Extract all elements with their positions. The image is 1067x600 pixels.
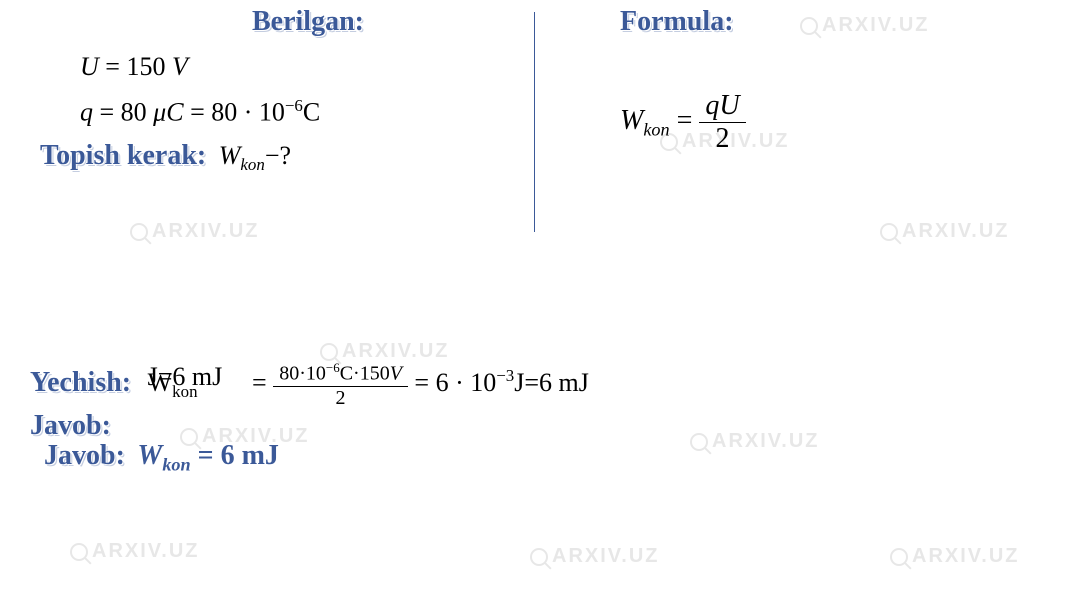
search-icon bbox=[320, 343, 338, 361]
search-icon bbox=[690, 433, 708, 451]
num-part1: 80·10 bbox=[279, 363, 326, 385]
watermark-text: ARXIV.UZ bbox=[902, 220, 1010, 243]
unit-C: C bbox=[303, 98, 320, 127]
watermark: ARXIV.UZ bbox=[690, 430, 820, 453]
watermark-text: ARXIV.UZ bbox=[152, 220, 260, 243]
eq-80: = 80 bbox=[93, 98, 153, 127]
search-icon bbox=[70, 543, 88, 561]
var-q: q bbox=[80, 98, 93, 127]
solution-line: Yechish: J=6 mJ Wkon = 80·10−6C·150V 2 =… bbox=[30, 360, 589, 410]
watermark-text: ARXIV.UZ bbox=[552, 545, 660, 568]
unit-V: V bbox=[172, 52, 188, 81]
formula-fraction: qU2 bbox=[699, 90, 745, 155]
watermark-text: ARXIV.UZ bbox=[912, 545, 1020, 568]
yechish-fraction: 80·10−6C·150V 2 bbox=[273, 360, 408, 410]
yechish-result-exp: −3 bbox=[496, 366, 514, 385]
watermark-text: ARXIV.UZ bbox=[92, 540, 200, 563]
vertical-divider bbox=[534, 12, 535, 232]
heading-berilgan: Berilgan: bbox=[252, 6, 364, 38]
javob-value: = 6 mJ bbox=[191, 440, 279, 471]
given-line-2: q = 80 μC = 80 · 10−6C bbox=[80, 96, 320, 128]
formula-kon: kon bbox=[643, 120, 669, 140]
num-V: V bbox=[390, 363, 402, 385]
unit-muC: μC bbox=[153, 98, 183, 127]
watermark: ARXIV.UZ bbox=[880, 220, 1010, 243]
formula-expression: Wkon = qU2 bbox=[620, 90, 746, 155]
search-icon bbox=[130, 223, 148, 241]
formula-num: qU bbox=[699, 90, 745, 122]
find-line: Topish kerak: Wkon−? bbox=[40, 140, 291, 175]
eq-80e-6: = 80 · 10 bbox=[184, 98, 285, 127]
given-line-1: U = 150 V bbox=[80, 52, 188, 82]
watermark-text: ARXIV.UZ bbox=[822, 14, 930, 37]
yechish-label: Yechish: bbox=[30, 367, 131, 398]
eq-150: = 150 bbox=[99, 52, 172, 81]
watermark: ARXIV.UZ bbox=[70, 540, 200, 563]
num-part2: C·150 bbox=[340, 363, 390, 385]
search-icon bbox=[880, 223, 898, 241]
search-icon bbox=[530, 548, 548, 566]
find-question: −? bbox=[265, 141, 291, 170]
yechish-result-eq: = 6 · 10 bbox=[408, 368, 496, 397]
var-U: U bbox=[80, 52, 99, 81]
formula-W: W bbox=[620, 105, 643, 136]
yechish-result-unit: J=6 mJ bbox=[514, 368, 589, 397]
yechish-den: 2 bbox=[273, 386, 408, 410]
javob-kon: kon bbox=[162, 455, 190, 475]
find-W: W bbox=[219, 141, 241, 170]
search-icon bbox=[800, 17, 818, 35]
watermark: ARXIV.UZ bbox=[130, 220, 260, 243]
exp-neg6: −6 bbox=[285, 96, 303, 115]
answer-line: Javob: Wkon = 6 mJ bbox=[44, 440, 279, 476]
formula-den: 2 bbox=[699, 122, 745, 155]
yechish-num: 80·10−6C·150V bbox=[273, 360, 408, 386]
find-kon: kon bbox=[240, 155, 264, 174]
watermark: ARXIV.UZ bbox=[800, 14, 930, 37]
watermark-text: ARXIV.UZ bbox=[712, 430, 820, 453]
yechish-eq: = bbox=[252, 368, 273, 397]
formula-eq: = bbox=[670, 105, 700, 136]
search-icon bbox=[890, 548, 908, 566]
watermark: ARXIV.UZ bbox=[530, 545, 660, 568]
num-exp: −6 bbox=[326, 360, 340, 375]
javob-label-shadow: Javob: bbox=[30, 410, 111, 442]
yechish-overlay: J=6 mJ bbox=[148, 362, 223, 392]
heading-formula: Formula: bbox=[620, 6, 734, 38]
watermark: ARXIV.UZ bbox=[890, 545, 1020, 568]
javob-label: Javob: bbox=[44, 440, 125, 471]
javob-W: W bbox=[137, 440, 162, 471]
topish-label: Topish kerak: bbox=[40, 140, 206, 171]
